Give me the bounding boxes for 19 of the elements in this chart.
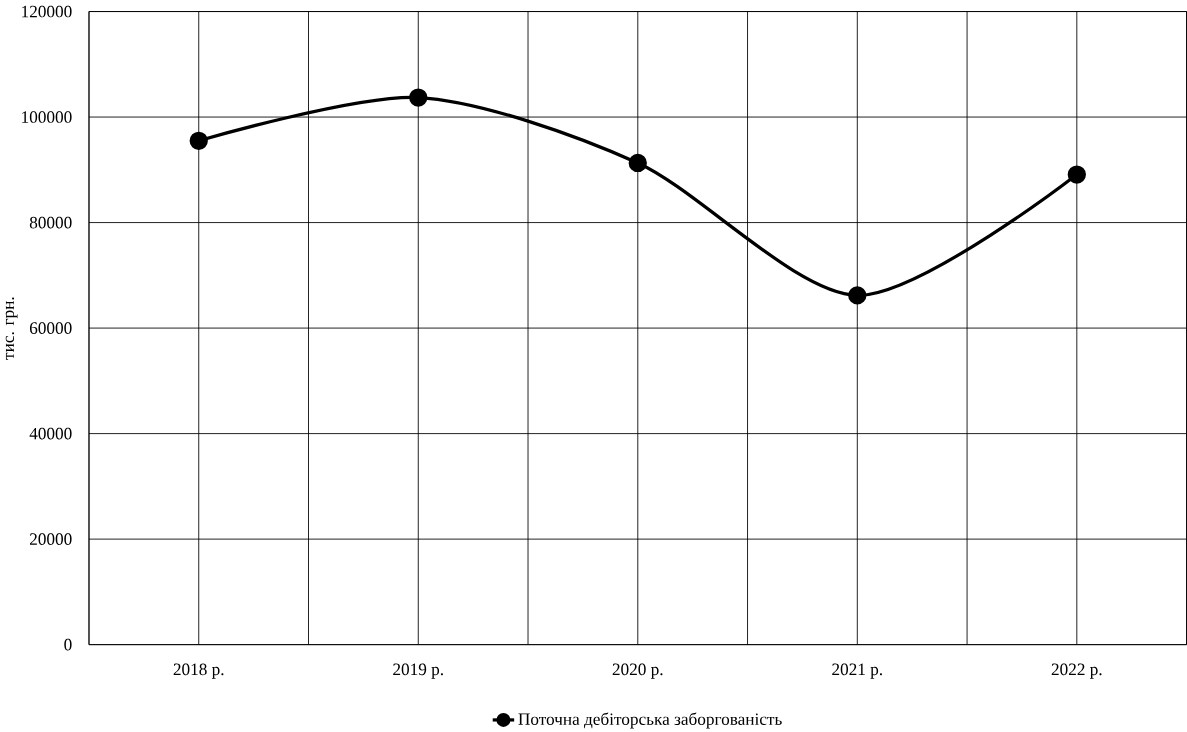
x-tick-label: 2018 р. — [173, 663, 224, 679]
y-tick-label: 0 — [64, 638, 72, 651]
x-tick-label: 2021 р. — [832, 663, 882, 679]
legend-label: Поточна дебіторська заборгованість — [518, 712, 782, 729]
y-tick-label: 60000 — [29, 322, 72, 335]
y-tick-label: 20000 — [29, 533, 72, 546]
point — [189, 131, 208, 151]
point — [848, 286, 867, 305]
y-axis-title: тис. грн. — [5, 297, 18, 360]
point — [409, 88, 428, 107]
y-tick-label: 40000 — [29, 427, 72, 440]
point — [628, 153, 647, 173]
point — [1067, 165, 1086, 184]
y-tick-label: 100000 — [22, 111, 72, 124]
x-tick-label: 2020 р. — [612, 663, 663, 679]
y-tick-label: 80000 — [29, 216, 72, 229]
x-tick-label: 2019 р. — [393, 663, 443, 679]
x-tick-label: 2022 р. — [1051, 663, 1102, 679]
y-tick-label: 120000 — [22, 5, 72, 18]
